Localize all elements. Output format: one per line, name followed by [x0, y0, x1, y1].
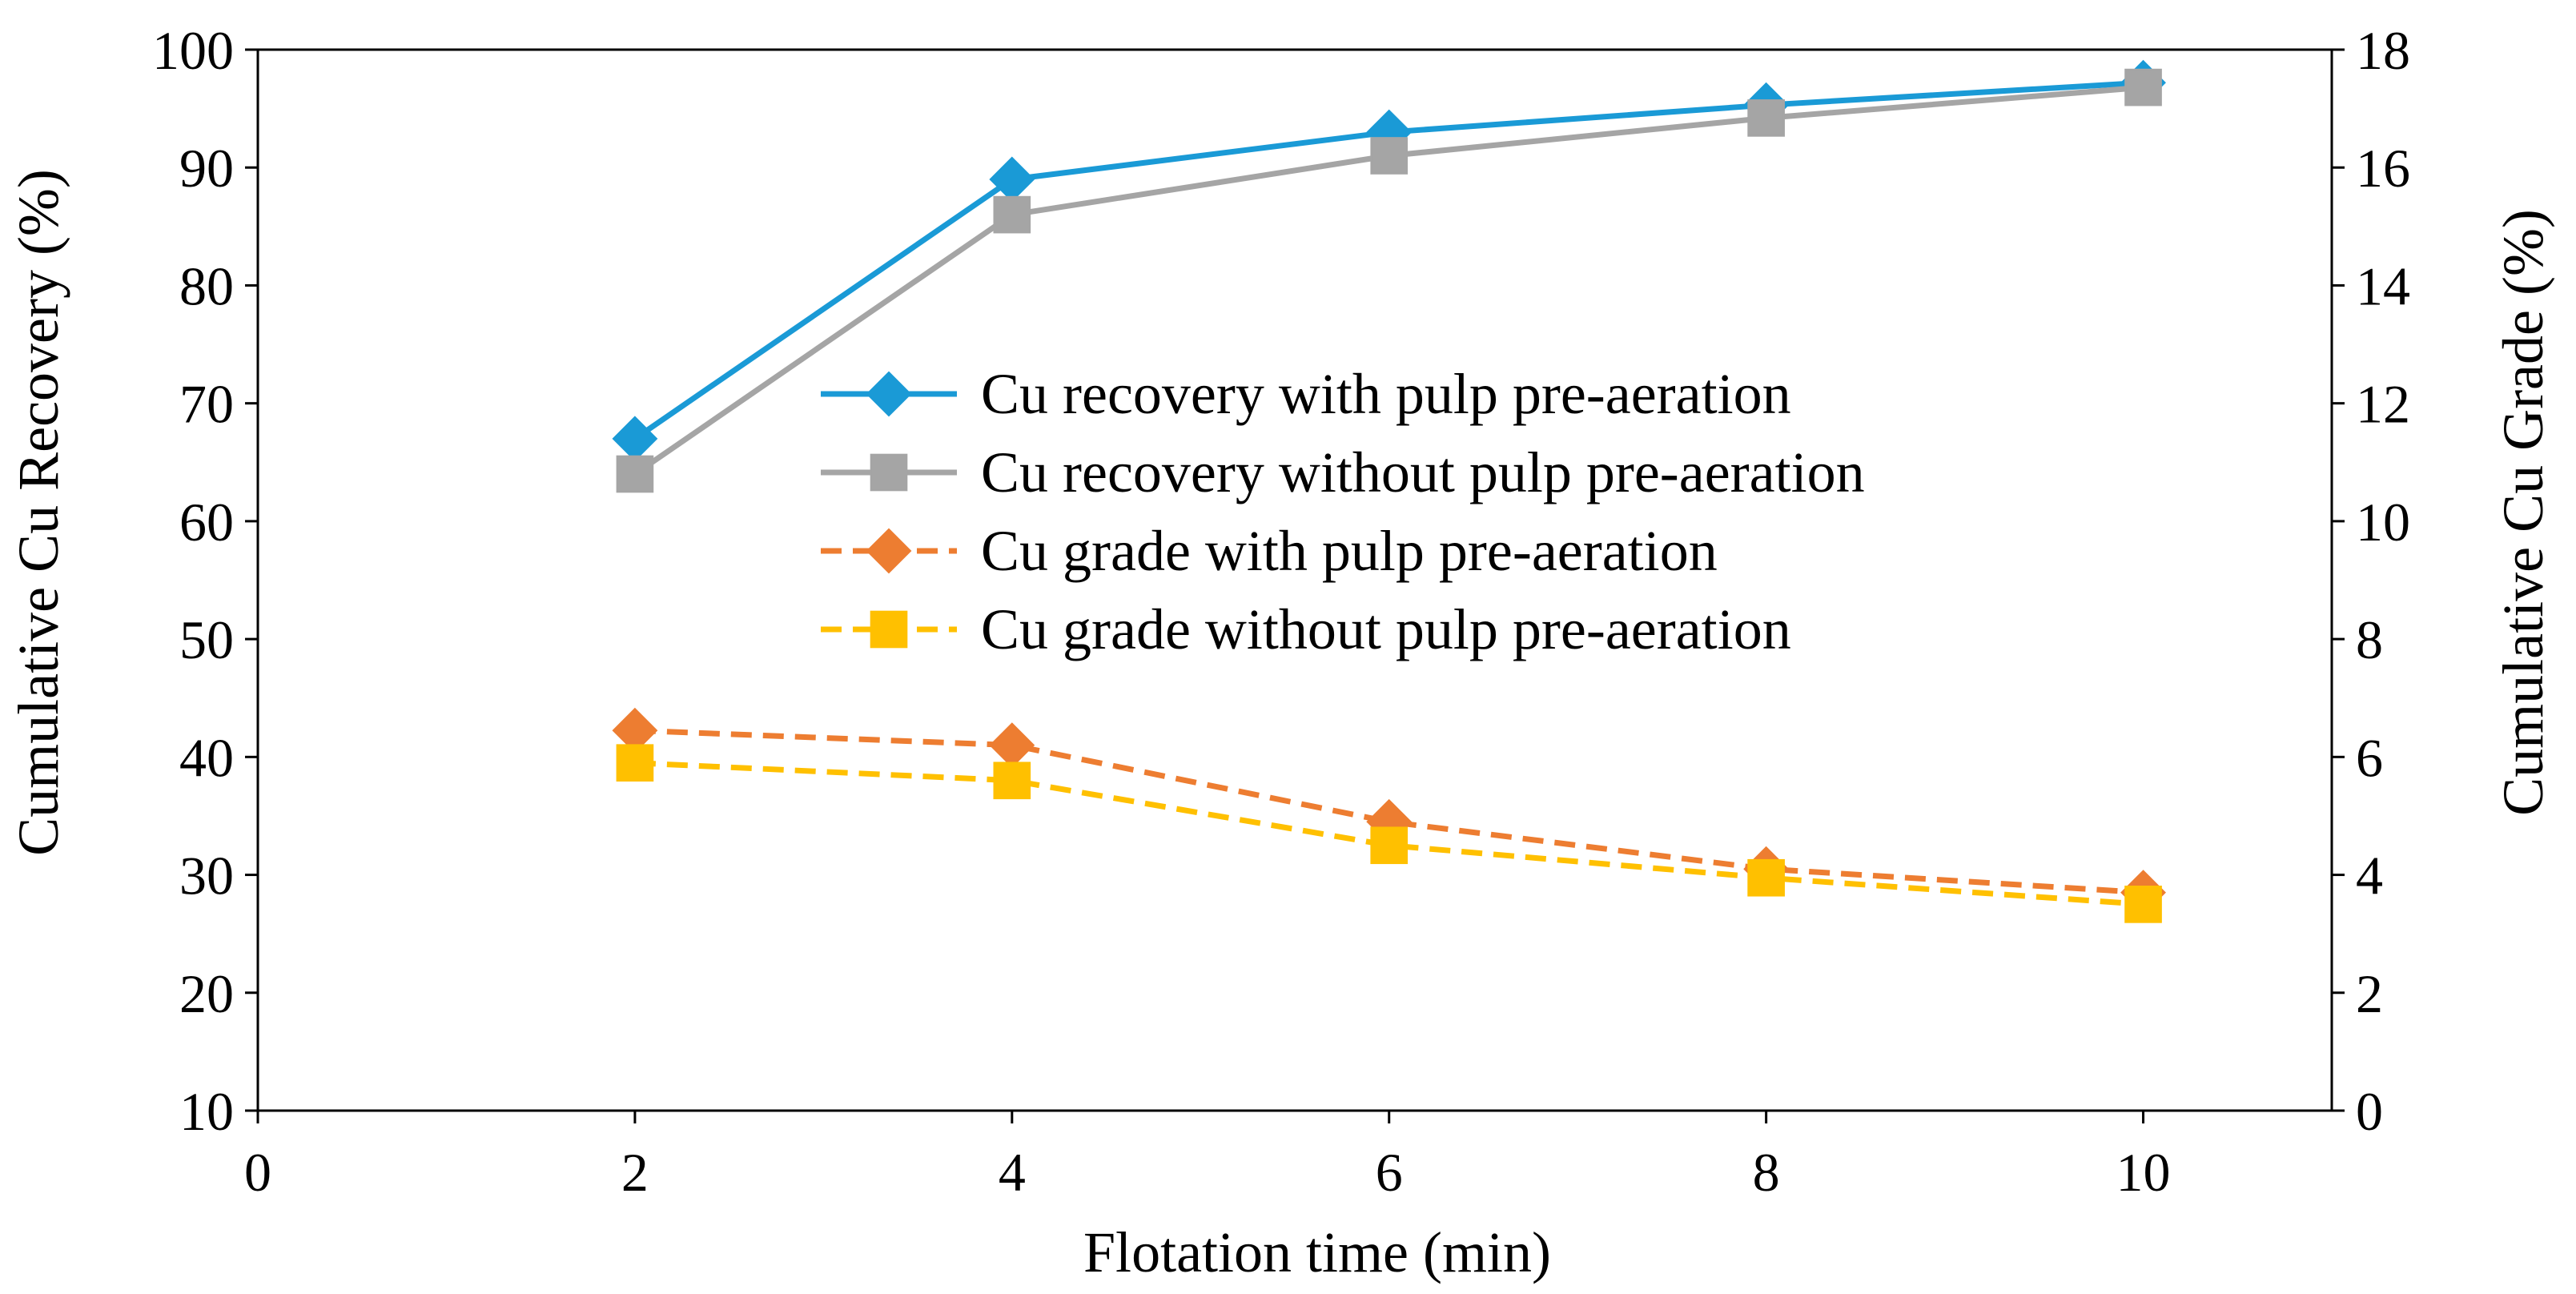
data-point	[989, 722, 1035, 769]
data-point	[993, 762, 1031, 800]
legend-item: Cu grade with pulp pre-aeration	[821, 519, 1718, 583]
x-tick-label: 2	[621, 1142, 649, 1203]
x-tick-label: 8	[1753, 1142, 1780, 1203]
data-point	[2124, 68, 2162, 106]
legend-swatch-marker	[870, 453, 908, 492]
y-tick-label: 100	[152, 20, 234, 81]
data-point	[616, 744, 654, 782]
legend-item: Cu recovery without pulp pre-aeration	[821, 440, 1865, 504]
y-tick-label: 30	[179, 846, 234, 906]
series-3	[612, 707, 2166, 916]
y2-tick-label: 10	[2356, 492, 2410, 553]
plot-series	[612, 59, 2166, 923]
legend-swatch-marker	[866, 528, 912, 574]
legend-swatch-marker	[866, 371, 912, 417]
y-tick-label: 50	[179, 609, 234, 670]
legend-item: Cu recovery with pulp pre-aeration	[821, 362, 1791, 426]
x-tick-label: 10	[2116, 1142, 2171, 1203]
y2-tick-label: 14	[2356, 255, 2410, 316]
plot-frame	[256, 48, 2333, 1112]
data-point	[2124, 886, 2162, 923]
series-4	[616, 744, 2162, 923]
y2-tick-label: 4	[2356, 846, 2383, 906]
y2-tick-label: 6	[2356, 727, 2383, 788]
x-tick-label: 6	[1376, 1142, 1403, 1203]
series-line	[634, 727, 2144, 896]
series-line	[634, 760, 2144, 907]
legend-label: Cu recovery without pulp pre-aeration	[981, 440, 1865, 504]
legend: Cu recovery with pulp pre-aeration Cu rec…	[821, 362, 1865, 661]
data-point	[993, 195, 1031, 234]
y2-tick-label: 12	[2356, 374, 2410, 435]
data-point	[1370, 826, 1409, 865]
y-tick-label: 20	[179, 963, 234, 1024]
y-tick-label: 90	[179, 138, 234, 199]
x-tick-label: 4	[999, 1142, 1026, 1203]
y2-tick-label: 8	[2356, 609, 2383, 670]
legend-label: Cu grade with pulp pre-aeration	[981, 519, 1718, 583]
y-tick-label: 60	[179, 492, 234, 553]
data-point	[1747, 858, 1785, 897]
y2-tick-label: 18	[2356, 20, 2410, 81]
data-point	[1747, 99, 1785, 137]
x-tick-label: 0	[244, 1142, 271, 1203]
y2-tick-label: 2	[2356, 963, 2383, 1024]
y-axis-title: Cumulative Cu Recovery (%)	[6, 169, 70, 856]
data-point	[616, 455, 654, 493]
y2-tick-label: 16	[2356, 138, 2410, 199]
legend-swatch-marker	[870, 610, 908, 649]
x-axis-title: Flotation time (min)	[1083, 1220, 1551, 1284]
y2-axis-title: Cumulative Cu Grade (%)	[2491, 209, 2555, 816]
y-tick-label: 40	[179, 727, 234, 788]
y-tick-label: 80	[179, 255, 234, 316]
series-2	[616, 68, 2162, 493]
legend-item: Cu grade without pulp pre-aeration	[821, 597, 1791, 661]
y2-tick-label: 0	[2356, 1081, 2383, 1142]
legend-label: Cu grade without pulp pre-aeration	[981, 597, 1791, 661]
legend-label: Cu recovery with pulp pre-aeration	[981, 362, 1791, 426]
y-tick-label: 10	[179, 1081, 234, 1142]
data-point	[612, 416, 658, 462]
data-point	[989, 156, 1035, 203]
y-tick-label: 70	[179, 374, 234, 435]
axes: 0 2 4 6 8 10 10 20 30 40 50 60 70 80 90 100 0 2 4 6 8 10 12 14 1…	[152, 20, 2410, 1203]
data-point	[1370, 137, 1409, 175]
